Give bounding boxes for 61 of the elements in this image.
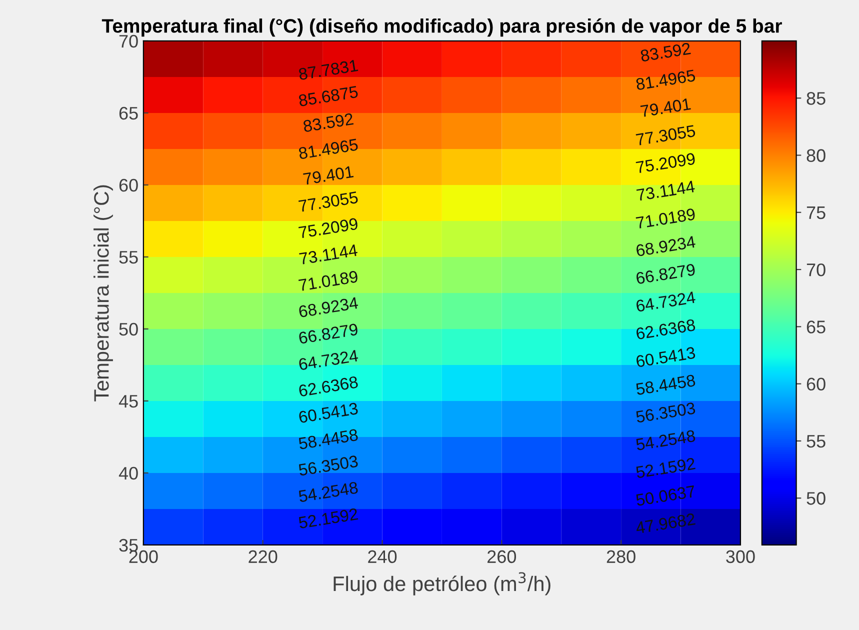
y-tick-label: 45 [118,395,138,408]
x-tick-label: 200 [129,550,158,564]
y-tick-label: 35 [119,538,138,552]
x-tick-label: 280 [606,550,636,564]
annotation: 71.0189 [298,270,358,292]
annotation: 77.3055 [298,191,358,212]
color-bar-label: 50 [806,492,826,505]
annotation: 85.6875 [298,86,358,107]
annotation: 77.3055 [636,124,696,146]
y-tick-label: 40 [118,466,138,480]
x-tick-label: 240 [368,550,397,564]
x-axis-title: Flujo de petróleo (m$^{3}$/h) [334,572,550,596]
y-axis-title: Temperatura inicial (°C) [94,185,113,402]
chart-title: Temperatura final (°C) (diseño modificado) para presión de vapor de 5 bar [102,18,782,37]
annotation: 56.3503 [636,402,696,423]
annotation: 79.401 [303,166,354,186]
annotation: 47.9682 [635,512,696,534]
annotation: 56.3503 [298,455,358,476]
annotation: 81.4965 [298,138,358,160]
annotation: 64.7324 [298,350,358,370]
annotation: 79.401 [640,98,691,118]
annotation: 66.8279 [298,323,358,344]
color-bar-label: 80 [806,149,826,162]
annotation: 71.0189 [636,208,696,229]
annotation: 64.7324 [636,291,696,312]
annotation: 62.6368 [298,376,358,397]
annotation: 62.6368 [636,318,696,340]
annotation: 52.1592 [298,508,358,529]
y-tick-label: 50 [119,322,138,336]
annotation: 83.592 [640,42,691,62]
y-tick-label: 55 [119,251,138,264]
color-bar-label: 70 [806,263,826,276]
annotation: 83.592 [302,112,354,132]
color-bar-label: 65 [806,320,826,334]
color-bar-label: 60 [806,378,826,391]
x-tick-label: 260 [488,550,516,564]
annotation: 66.8279 [636,263,696,284]
annotation: 73.1144 [299,244,358,265]
annotation: 52.1592 [636,458,696,478]
annotation: 58.4458 [298,428,358,450]
annotation: 60.5413 [298,402,358,424]
y-tick-label: 70 [119,34,138,48]
annotation: 68.9234 [298,296,358,318]
annotation: 87.7831 [298,59,358,80]
annotation: 58.4458 [636,374,696,396]
x-tick-label: 300 [726,550,755,564]
annotation: 68.9234 [636,236,696,257]
color-bar-label: 75 [806,206,826,220]
annotation: 50.0637 [636,485,696,506]
annotation: 81.4965 [636,69,696,90]
color-bar-label: 85 [806,92,826,105]
annotation: 60.5413 [636,346,696,368]
x-tick-label: 220 [248,550,278,564]
annotation: 54.2548 [636,430,696,451]
color-bar-label: 55 [806,435,826,448]
annotation: 54.2548 [298,482,358,502]
y-tick-label: 60 [119,178,138,192]
y-tick-label: 65 [119,106,138,120]
annotation: 75.2099 [636,152,696,174]
annotation: 75.2099 [298,218,358,238]
annotation: 73.1144 [636,180,696,202]
